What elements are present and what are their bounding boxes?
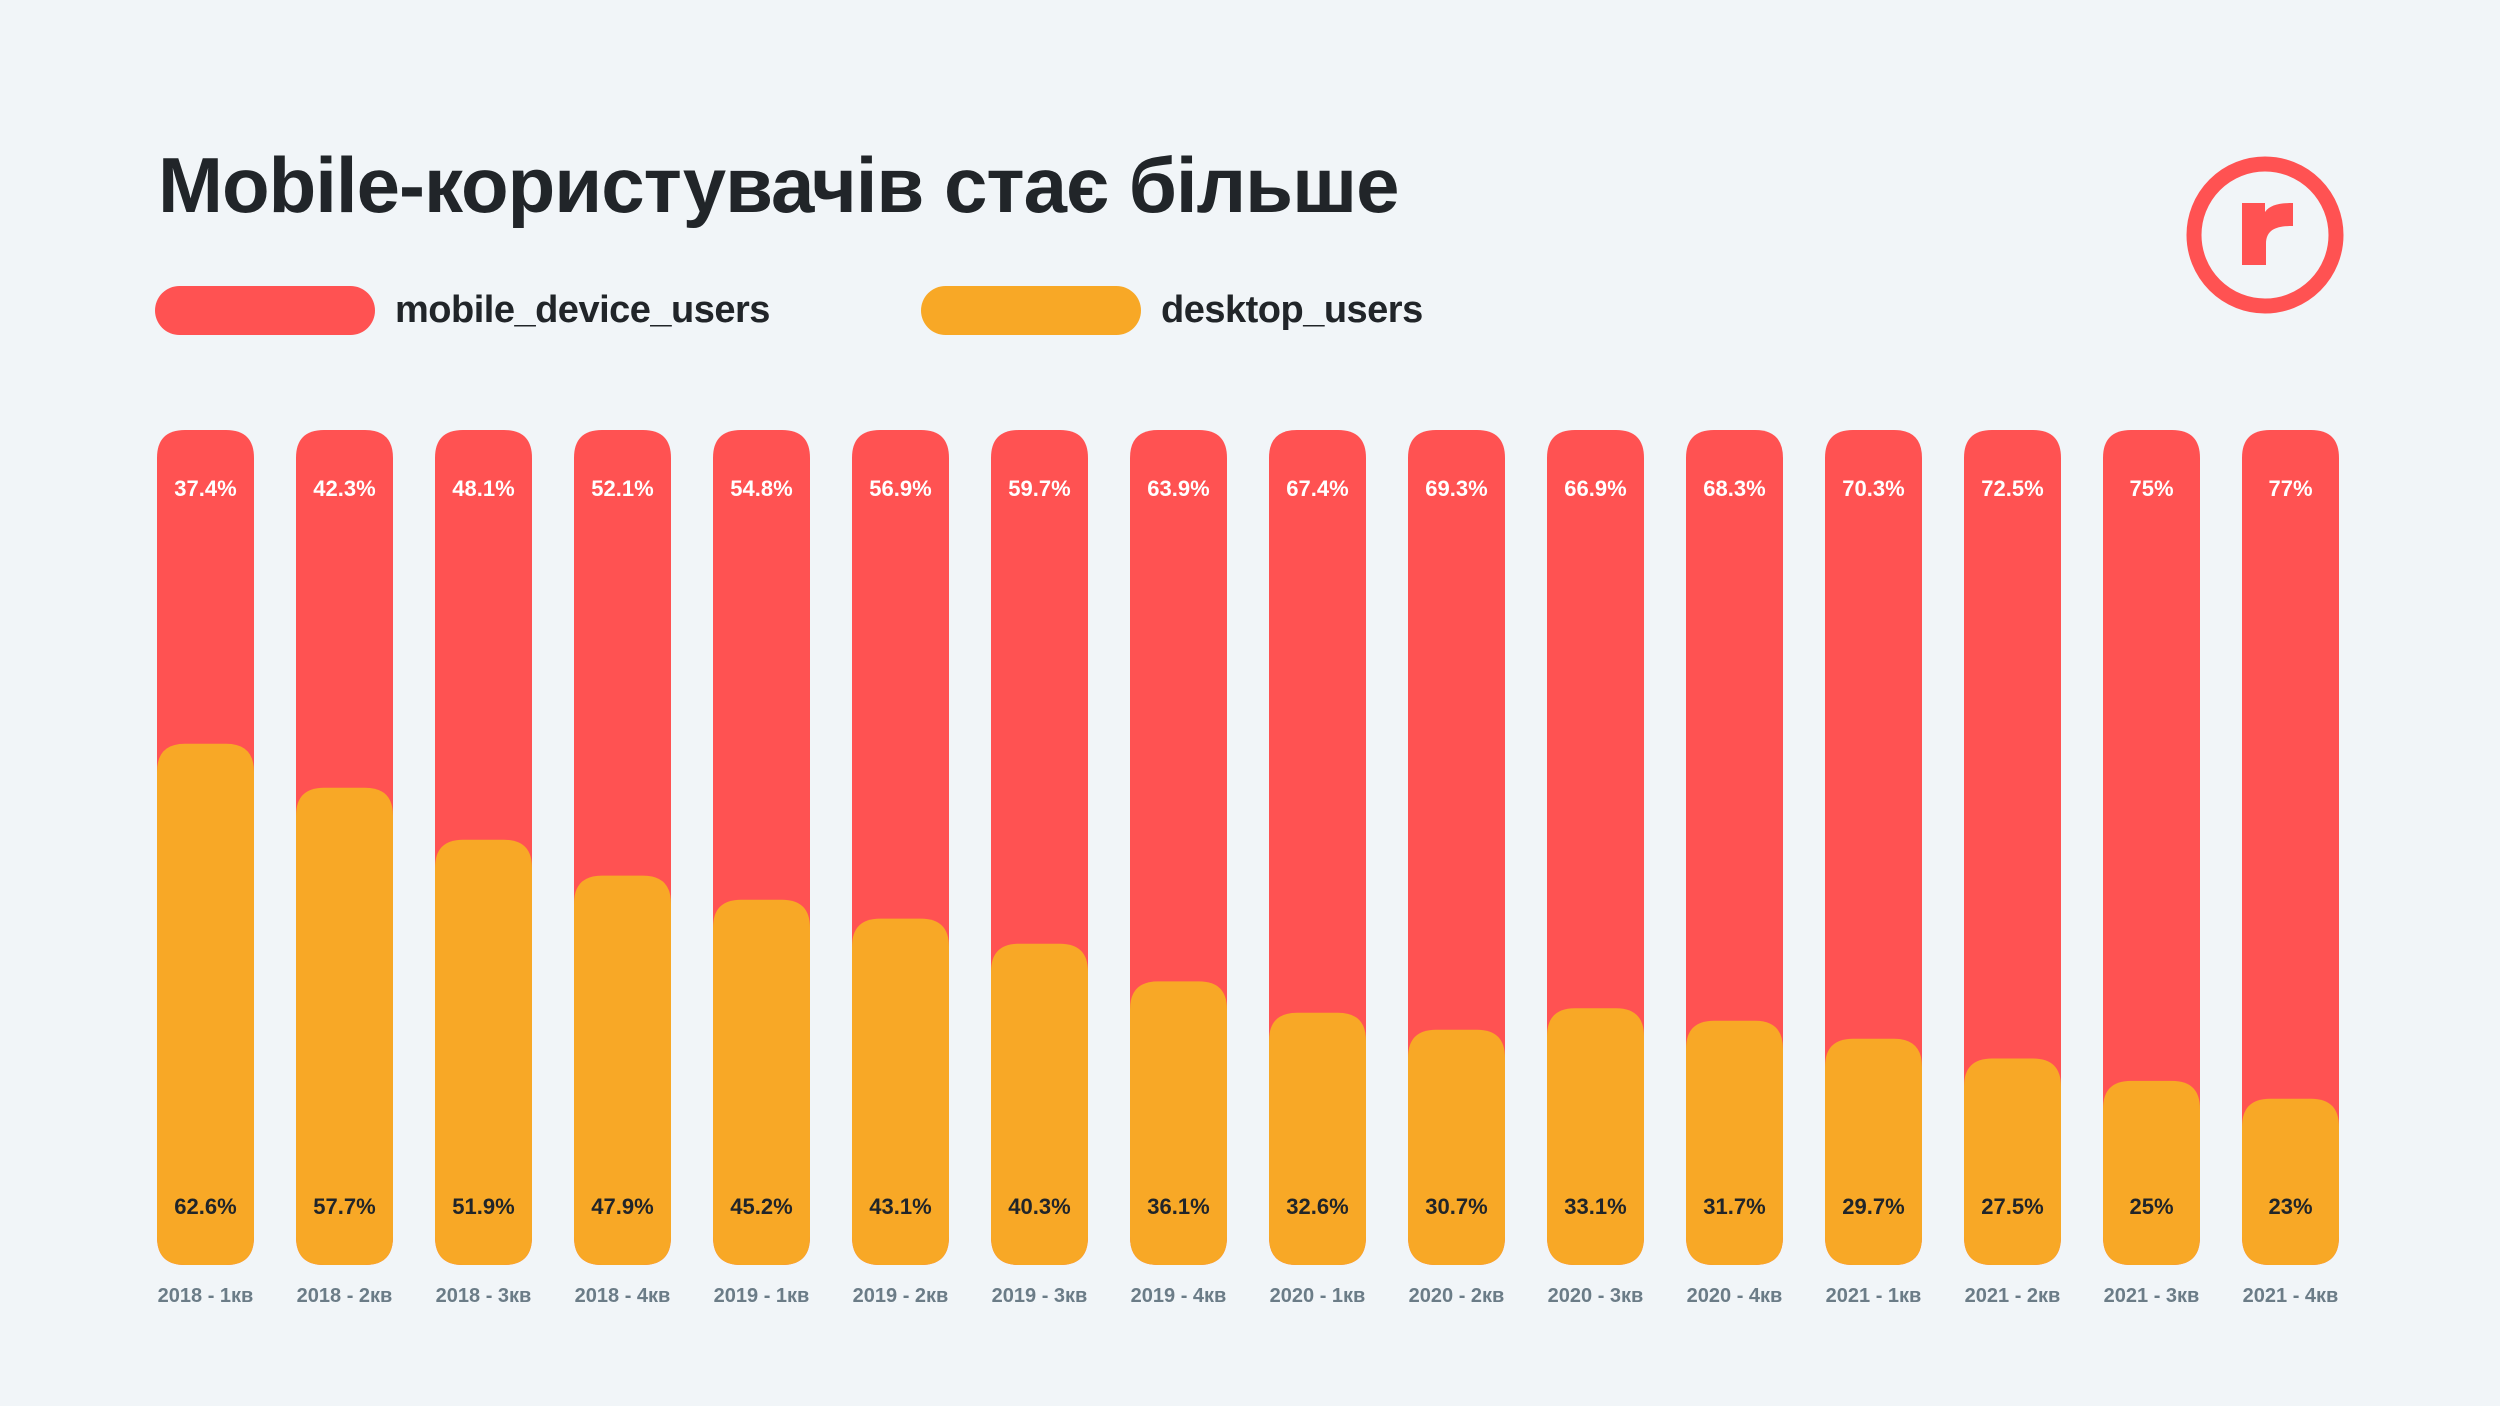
bar-label-mobile: 70.3% <box>1842 476 1904 501</box>
bar-label-desktop: 57.7% <box>313 1194 375 1219</box>
bar-label-mobile: 68.3% <box>1703 476 1765 501</box>
bar-desktop <box>991 943 1088 1265</box>
bar-desktop <box>574 875 671 1265</box>
bar-label-desktop: 43.1% <box>869 1194 931 1219</box>
bar-label-mobile: 48.1% <box>452 476 514 501</box>
bar-group: 68.3% 31.7% 2020 - 4кв <box>1686 430 1783 1307</box>
bar-label-desktop: 62.6% <box>174 1194 236 1219</box>
bar-mobile <box>1964 430 2061 1265</box>
bar-desktop <box>1825 1038 1922 1265</box>
x-tick-label: 2021 - 4кв <box>2243 1285 2339 1307</box>
bar-desktop <box>2242 1098 2339 1265</box>
bar-desktop <box>1964 1058 2061 1265</box>
logo-ring <box>2186 156 2344 314</box>
legend-swatch-desktop <box>921 286 1141 335</box>
bar-group: 48.1% 51.9% 2018 - 3кв <box>435 430 532 1307</box>
bar-label-desktop: 25% <box>2129 1194 2173 1219</box>
bar-label-desktop: 40.3% <box>1008 1194 1070 1219</box>
bar-group: 56.9% 43.1% 2019 - 2кв <box>852 430 949 1307</box>
bar-label-mobile: 56.9% <box>869 476 931 501</box>
x-tick-label: 2020 - 4кв <box>1687 1285 1783 1307</box>
bar-label-mobile: 52.1% <box>591 476 653 501</box>
bar-label-desktop: 47.9% <box>591 1194 653 1219</box>
legend-swatch-mobile <box>155 286 375 335</box>
legend-item-mobile: mobile_device_users <box>155 286 770 335</box>
x-tick-label: 2018 - 4кв <box>575 1285 671 1307</box>
bar-group: 66.9% 33.1% 2020 - 3кв <box>1547 430 1644 1307</box>
bar-desktop <box>1130 981 1227 1265</box>
bar-desktop <box>296 787 393 1265</box>
bar-desktop <box>435 839 532 1265</box>
bar-label-mobile: 59.7% <box>1008 476 1070 501</box>
x-tick-label: 2018 - 2кв <box>297 1285 393 1307</box>
bar-label-mobile: 54.8% <box>730 476 792 501</box>
bar-label-desktop: 29.7% <box>1842 1194 1904 1219</box>
x-tick-label: 2018 - 1кв <box>158 1285 254 1307</box>
bar-group: 75% 25% 2021 - 3кв <box>2103 430 2200 1307</box>
bar-label-mobile: 72.5% <box>1981 476 2043 501</box>
bar-label-mobile: 42.3% <box>313 476 375 501</box>
x-tick-label: 2019 - 4кв <box>1131 1285 1227 1307</box>
bar-group: 67.4% 32.6% 2020 - 1кв <box>1269 430 1366 1307</box>
bar-label-desktop: 36.1% <box>1147 1194 1209 1219</box>
bar-desktop <box>1547 1008 1644 1265</box>
bar-mobile <box>2242 430 2339 1265</box>
bar-label-desktop: 23% <box>2268 1194 2312 1219</box>
bar-label-mobile: 67.4% <box>1286 476 1348 501</box>
legend-label-desktop: desktop_users <box>1161 289 1423 331</box>
x-tick-label: 2020 - 1кв <box>1270 1285 1366 1307</box>
x-tick-label: 2019 - 1кв <box>714 1285 810 1307</box>
x-tick-label: 2019 - 3кв <box>992 1285 1088 1307</box>
bar-desktop <box>1686 1020 1783 1265</box>
bar-group: 54.8% 45.2% 2019 - 1кв <box>713 430 810 1307</box>
bar-desktop <box>713 899 810 1265</box>
bar-group: 52.1% 47.9% 2018 - 4кв <box>574 430 671 1307</box>
legend-item-desktop: desktop_users <box>921 286 1423 335</box>
bar-label-desktop: 32.6% <box>1286 1194 1348 1219</box>
bar-label-desktop: 30.7% <box>1425 1194 1487 1219</box>
bar-group: 72.5% 27.5% 2021 - 2кв <box>1964 430 2061 1307</box>
bar-label-mobile: 37.4% <box>174 476 236 501</box>
bar-desktop <box>157 743 254 1265</box>
bar-desktop <box>1408 1029 1505 1265</box>
x-tick-label: 2018 - 3кв <box>436 1285 532 1307</box>
x-tick-label: 2021 - 1кв <box>1826 1285 1922 1307</box>
bar-desktop <box>852 918 949 1265</box>
bar-group: 70.3% 29.7% 2021 - 1кв <box>1825 430 1922 1307</box>
bar-label-desktop: 45.2% <box>730 1194 792 1219</box>
x-tick-label: 2020 - 3кв <box>1548 1285 1644 1307</box>
legend-label-mobile: mobile_device_users <box>395 289 770 331</box>
bar-group: 59.7% 40.3% 2019 - 3кв <box>991 430 1088 1307</box>
bar-group: 63.9% 36.1% 2019 - 4кв <box>1130 430 1227 1307</box>
bar-group: 77% 23% 2021 - 4кв <box>2242 430 2339 1307</box>
bar-label-desktop: 33.1% <box>1564 1194 1626 1219</box>
x-tick-label: 2021 - 2кв <box>1965 1285 2061 1307</box>
x-tick-label: 2020 - 2кв <box>1409 1285 1505 1307</box>
bar-desktop <box>1269 1012 1366 1265</box>
bar-label-mobile: 66.9% <box>1564 476 1626 501</box>
bar-group: 37.4% 62.6% 2018 - 1кв <box>157 430 254 1307</box>
x-tick-label: 2021 - 3кв <box>2104 1285 2200 1307</box>
bar-label-desktop: 51.9% <box>452 1194 514 1219</box>
logo-letter-r <box>2242 203 2293 265</box>
bar-label-mobile: 69.3% <box>1425 476 1487 501</box>
bar-mobile <box>2103 430 2200 1265</box>
bar-group: 42.3% 57.7% 2018 - 2кв <box>296 430 393 1307</box>
bar-label-mobile: 63.9% <box>1147 476 1209 501</box>
bar-label-desktop: 27.5% <box>1981 1194 2043 1219</box>
bar-group: 69.3% 30.7% 2020 - 2кв <box>1408 430 1505 1307</box>
x-tick-label: 2019 - 2кв <box>853 1285 949 1307</box>
bar-label-mobile: 77% <box>2268 476 2312 501</box>
r-circle-logo-icon <box>2186 156 2344 314</box>
bar-desktop <box>2103 1080 2200 1265</box>
bar-label-mobile: 75% <box>2129 476 2173 501</box>
bar-label-desktop: 31.7% <box>1703 1194 1765 1219</box>
chart-title: Mobile-користувачів стає більше <box>158 141 1399 229</box>
